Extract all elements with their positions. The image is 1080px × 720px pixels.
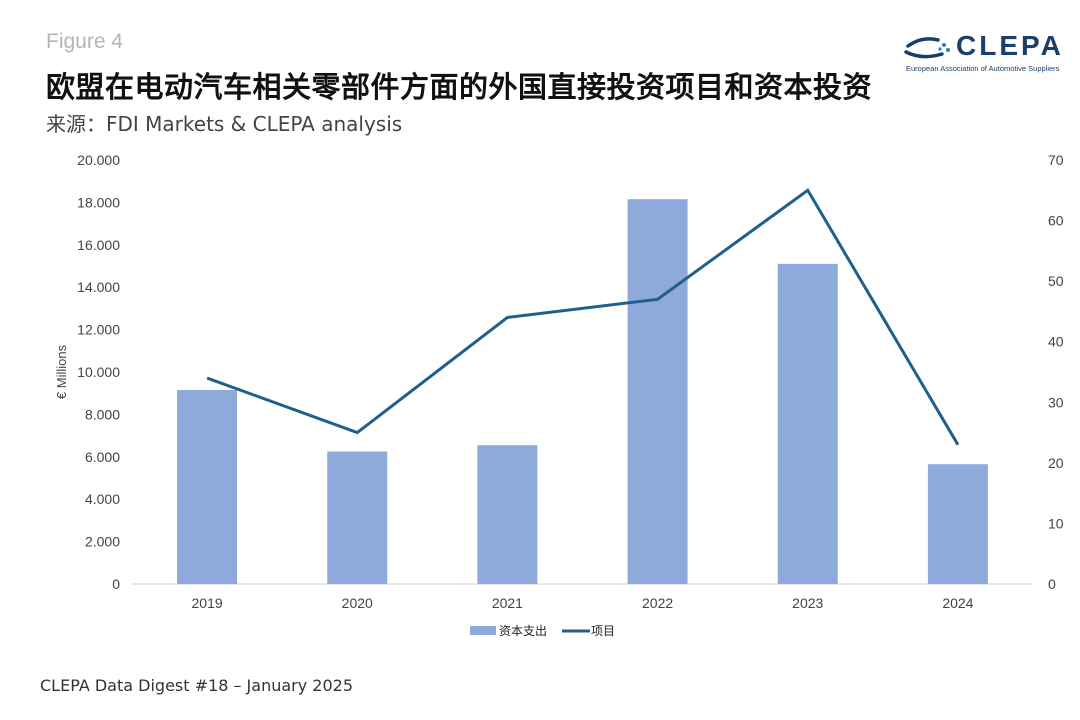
y-left-tick-label: 10.000: [77, 364, 120, 380]
bar-capex-2020: [327, 451, 388, 584]
bar-capex-2022: [627, 199, 688, 584]
legend-label-capex: 资本支出: [499, 624, 547, 638]
y-right-tick-label: 20: [1048, 455, 1064, 471]
x-tick-label: 2021: [492, 595, 523, 611]
bar-capex-2023: [777, 263, 838, 584]
bar-capex-2024: [927, 464, 988, 584]
legend-swatch-capex: [470, 626, 496, 635]
footer-text: CLEPA Data Digest #18 – January 2025: [40, 676, 353, 695]
y-left-tick-label: 16.000: [77, 237, 120, 253]
y-left-tick-label: 18.000: [77, 194, 120, 210]
x-tick-label: 2023: [792, 595, 823, 611]
bar-capex-2021: [477, 445, 538, 584]
chart-title: 欧盟在电动汽车相关零部件方面的外国直接投资项目和资本投资: [46, 70, 873, 104]
y-left-tick-label: 0: [112, 576, 120, 592]
y-left-tick-label: 2.000: [85, 534, 120, 550]
chart-source: 来源：FDI Markets & CLEPA analysis: [46, 112, 403, 136]
y-right-tick-label: 60: [1048, 213, 1064, 229]
y-right-tick-label: 30: [1048, 394, 1064, 410]
y-left-tick-label: 20.000: [77, 152, 120, 168]
clepa-tagline: European Association of Automotive Suppl…: [906, 64, 1060, 73]
y-right-tick-label: 50: [1048, 273, 1064, 289]
x-tick-label: 2020: [342, 595, 373, 611]
legend-label-projects: 项目: [591, 624, 615, 638]
y-right-tick-label: 0: [1048, 576, 1056, 592]
clepa-logo-mark: [904, 37, 950, 59]
y-left-tick-label: 6.000: [85, 449, 120, 465]
x-tick-label: 2019: [192, 595, 223, 611]
bar-capex-2019: [177, 390, 238, 584]
figure-label: Figure 4: [46, 30, 124, 53]
line-projects: [206, 188, 960, 446]
x-tick-label: 2022: [642, 595, 673, 611]
y-right-tick-label: 70: [1048, 152, 1064, 168]
y-left-tick-label: 8.000: [85, 406, 120, 422]
y-left-tick-label: 12.000: [77, 322, 120, 338]
y-right-tick-label: 10: [1048, 515, 1064, 531]
y-right-tick-label: 40: [1048, 334, 1064, 350]
clepa-wordmark: CLEPA: [956, 30, 1064, 61]
x-tick-label: 2024: [942, 595, 973, 611]
clepa-logo: CLEPA European Association of Automotive…: [904, 28, 1076, 76]
y-left-tick-label: 4.000: [85, 491, 120, 507]
y-left-tick-label: 14.000: [77, 279, 120, 295]
y-left-axis-label: € Millions: [54, 344, 69, 399]
